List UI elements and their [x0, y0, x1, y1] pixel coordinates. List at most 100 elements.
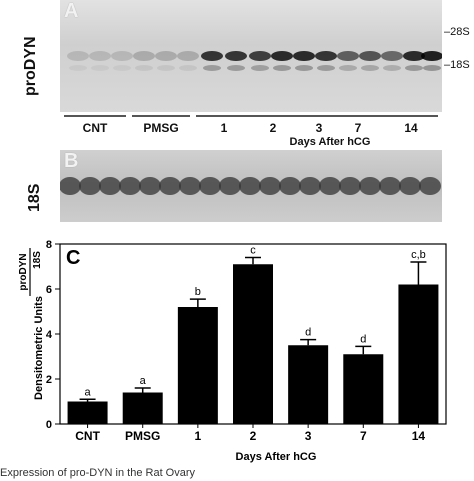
18s-bands: [59, 177, 441, 195]
bar-7: [343, 354, 384, 424]
x-tick-label: 3: [305, 429, 312, 443]
prodyn-band: [111, 51, 133, 61]
lane-label-pmsg: PMSG: [143, 121, 179, 135]
prodyn-band: [271, 51, 293, 61]
prodyn-band-lower: [91, 65, 109, 71]
prodyn-band: [315, 51, 337, 61]
prodyn-band-lower: [423, 65, 441, 71]
prodyn-band: [155, 51, 177, 61]
y-tick-label: 0: [46, 419, 52, 431]
panel-b-letter: B: [64, 150, 79, 172]
18s-band: [179, 177, 201, 195]
significance-letter: d: [305, 327, 311, 339]
bar-2: [233, 264, 273, 424]
chart-ylabel-ratio-top: proDYN: [18, 253, 29, 290]
18s-band: [399, 177, 421, 195]
x-tick-label: 2: [250, 429, 257, 443]
chart-plot: 0 2 4 6 8 a CNT a PMSG b 1 c 2 d 3 d 7 c,b 14: [46, 239, 447, 443]
x-tick-label: 7: [360, 429, 367, 443]
marker-18s: –18S: [444, 59, 470, 71]
panel-a-letter: A: [64, 0, 79, 22]
prodyn-band: [133, 51, 155, 61]
prodyn-band: [293, 51, 315, 61]
prodyn-band-lower: [135, 65, 153, 71]
prodyn-band-lower: [157, 65, 175, 71]
18s-band: [99, 177, 121, 195]
prodyn-band: [359, 51, 381, 61]
prodyn-band: [381, 51, 403, 61]
panel-c-chart: C Densitometric Units proDYN 18S 0 2 4 6 8 a C…: [18, 239, 447, 463]
18s-band: [199, 177, 221, 195]
prodyn-band: [225, 51, 247, 61]
bar-cnt: [67, 401, 108, 424]
x-tick-label: PMSG: [125, 429, 160, 443]
prodyn-band-lower: [179, 65, 197, 71]
panel-b-ylabel: 18S: [26, 183, 43, 212]
18s-band: [159, 177, 181, 195]
bar-pmsg: [122, 392, 163, 424]
lane-label-day3: 3: [315, 121, 323, 135]
18s-band: [79, 177, 101, 195]
18s-band: [299, 177, 321, 195]
18s-band: [119, 177, 141, 195]
prodyn-band-lower: [69, 65, 87, 71]
prodyn-band: [403, 51, 425, 61]
lane-separators: [64, 115, 438, 117]
significance-letter: d: [360, 333, 366, 345]
significance-letter: c,b: [411, 249, 426, 261]
18s-band: [319, 177, 341, 195]
prodyn-band: [201, 51, 223, 61]
prodyn-bands: [67, 51, 443, 71]
prodyn-band-lower: [383, 65, 401, 71]
y-tick-label: 4: [46, 329, 53, 341]
northern-blot-18s: [59, 150, 442, 222]
figure-caption: Expression of pro-DYN in the Rat Ovary: [0, 467, 196, 479]
marker-28s: –28S: [444, 26, 470, 38]
significance-letter: a: [140, 375, 147, 387]
significance-letter: a: [85, 386, 92, 398]
panel-c-letter: C: [66, 247, 80, 269]
prodyn-band: [67, 51, 89, 61]
prodyn-band: [421, 51, 443, 61]
prodyn-band-lower: [113, 65, 131, 71]
18s-band: [139, 177, 161, 195]
18s-band: [279, 177, 301, 195]
prodyn-band-lower: [273, 65, 291, 71]
significance-letter: c: [250, 245, 256, 257]
prodyn-band-lower: [361, 65, 379, 71]
lane-label-day2: 2: [269, 121, 277, 135]
x-tick-label: 1: [195, 429, 202, 443]
lane-label-day7: 7: [354, 121, 362, 135]
lane-label-day1: 1: [220, 121, 228, 135]
y-tick-label: 8: [46, 239, 52, 251]
panel-a-ylabel: proDYN: [22, 36, 39, 96]
prodyn-band-lower: [405, 65, 423, 71]
18s-band: [259, 177, 281, 195]
bar-3: [288, 345, 329, 424]
lane-label-cnt: CNT: [82, 121, 108, 135]
chart-xlabel: Days After hCG: [236, 451, 317, 463]
y-tick-label: 2: [46, 374, 52, 386]
significance-letter: b: [195, 286, 201, 298]
prodyn-band-lower: [317, 65, 335, 71]
18s-band: [59, 177, 81, 195]
prodyn-band-lower: [227, 65, 245, 71]
chart-ylabel-ratio-bottom: 18S: [32, 251, 43, 269]
18s-band: [239, 177, 261, 195]
18s-band: [359, 177, 381, 195]
18s-band: [419, 177, 441, 195]
prodyn-band: [337, 51, 359, 61]
prodyn-band-lower: [339, 65, 357, 71]
18s-band: [219, 177, 241, 195]
bar-1: [177, 307, 218, 424]
y-tick-label: 6: [46, 284, 52, 296]
x-tick-label: CNT: [75, 429, 100, 443]
18s-band: [379, 177, 401, 195]
panel-a-axis-title: Days After hCG: [289, 136, 371, 148]
prodyn-band: [89, 51, 111, 61]
prodyn-band: [177, 51, 199, 61]
chart-ylabel: Densitometric Units: [33, 296, 45, 400]
prodyn-band-lower: [295, 65, 313, 71]
northern-blot-prodyn: [60, 0, 443, 112]
prodyn-band-lower: [251, 65, 269, 71]
